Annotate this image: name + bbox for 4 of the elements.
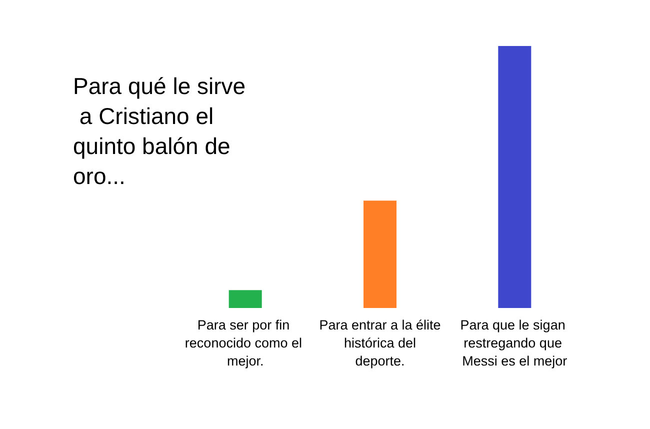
x-tick-label: Para ser por fin reconocido como el mejor. bbox=[184, 318, 306, 368]
x-tick-label: Para entrar a la élite histórica del deporte. bbox=[319, 318, 441, 368]
x-tick-label: Para que le sigan restregando que Messi es el mejor bbox=[460, 318, 570, 368]
text: Para qué le sirve a Cristiano el quinto balón de oro... bbox=[73, 73, 246, 189]
